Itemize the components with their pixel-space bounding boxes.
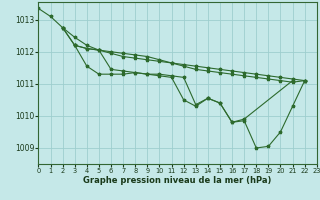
X-axis label: Graphe pression niveau de la mer (hPa): Graphe pression niveau de la mer (hPa)	[84, 176, 272, 185]
